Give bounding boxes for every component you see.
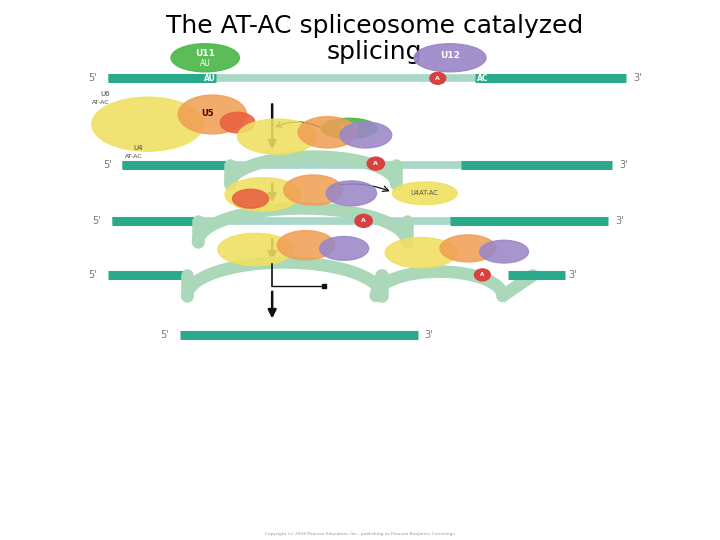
Ellipse shape <box>217 233 294 266</box>
Ellipse shape <box>284 175 343 205</box>
Ellipse shape <box>340 122 392 148</box>
Text: 3': 3' <box>634 73 642 83</box>
Text: 5': 5' <box>161 330 169 340</box>
Text: 5': 5' <box>92 217 101 226</box>
Text: A: A <box>374 161 378 166</box>
Text: AC: AC <box>477 74 488 83</box>
Ellipse shape <box>480 240 528 263</box>
Text: The AT-AC spliceosome catalyzed: The AT-AC spliceosome catalyzed <box>166 14 583 37</box>
Ellipse shape <box>220 112 255 133</box>
Ellipse shape <box>233 189 269 208</box>
Text: U4: U4 <box>133 145 143 152</box>
Ellipse shape <box>298 117 357 148</box>
Text: AU: AU <box>200 59 210 68</box>
Ellipse shape <box>320 237 369 260</box>
Ellipse shape <box>392 182 457 205</box>
Text: U6: U6 <box>101 91 110 98</box>
Text: A: A <box>436 76 440 81</box>
Text: 5': 5' <box>103 160 112 170</box>
Text: U12: U12 <box>440 51 460 60</box>
Text: U5: U5 <box>201 109 214 118</box>
Circle shape <box>367 157 384 170</box>
Ellipse shape <box>326 181 377 206</box>
Text: 3': 3' <box>619 160 628 170</box>
Text: 5': 5' <box>89 73 97 83</box>
Text: AT-AC: AT-AC <box>92 100 109 105</box>
Circle shape <box>355 214 372 227</box>
Text: A: A <box>480 272 485 278</box>
Text: U4AT-AC: U4AT-AC <box>411 190 438 197</box>
Circle shape <box>474 269 490 281</box>
Text: AT-AC: AT-AC <box>125 154 142 159</box>
Ellipse shape <box>238 119 317 154</box>
Circle shape <box>430 72 446 84</box>
Text: splicing: splicing <box>327 40 422 64</box>
Ellipse shape <box>277 231 335 260</box>
Text: 3': 3' <box>569 271 577 280</box>
Text: 3': 3' <box>425 330 433 340</box>
Text: 5': 5' <box>89 271 97 280</box>
Text: AU: AU <box>204 74 216 83</box>
Text: U11: U11 <box>340 124 359 133</box>
Ellipse shape <box>385 238 457 268</box>
Text: Copyright (c) 2004 Pearson Education, Inc., publishing as Pearson Benjamin Cummi: Copyright (c) 2004 Pearson Education, In… <box>265 532 455 536</box>
Text: U11: U11 <box>195 50 215 58</box>
Ellipse shape <box>414 44 486 72</box>
Ellipse shape <box>225 178 301 211</box>
Ellipse shape <box>171 44 239 72</box>
Ellipse shape <box>179 95 246 134</box>
Text: 3': 3' <box>616 217 624 226</box>
Ellipse shape <box>321 118 377 139</box>
Text: A: A <box>361 218 366 224</box>
Ellipse shape <box>91 97 204 151</box>
Ellipse shape <box>440 235 496 262</box>
